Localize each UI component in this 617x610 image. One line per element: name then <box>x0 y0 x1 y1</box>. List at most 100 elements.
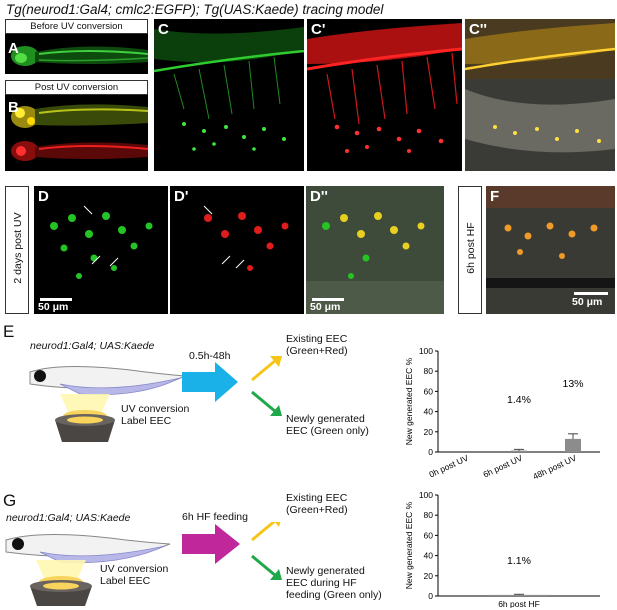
title-part1: Tg(neurod1:Gal4; cmlc2:EGFP) <box>6 2 196 17</box>
section-e-uv-line2: Label EEC <box>121 415 172 427</box>
scale-bar-d <box>40 298 72 301</box>
chart-g: New generated EEC % 0 20 40 60 80 100 1.1% 6h po… <box>404 490 600 608</box>
panel-a: A <box>5 34 148 74</box>
section-e-diagram <box>29 356 282 442</box>
panel-c-image <box>154 27 304 151</box>
chart-e-data-label-1: 1.4% <box>507 394 531 406</box>
scale-bar-f <box>574 292 608 295</box>
section-e-letter: E <box>3 322 15 341</box>
section-e-new-line2: EEC (Green only) <box>286 425 369 437</box>
panel-c2: C'' <box>465 19 615 171</box>
section-e-existing-line1: Existing EEC <box>286 333 348 345</box>
panel-d2: D'' 50 μm <box>306 186 444 314</box>
title-part2: Tg(UAS:Kaede) <box>203 2 299 17</box>
chart-e-ytick-label-5: 100 <box>419 346 433 356</box>
chart-g-ylabel: New generated EEC % <box>404 501 414 589</box>
panel-d-letter: D <box>38 188 49 205</box>
panel-a-image <box>11 46 148 66</box>
arrow-e <box>182 362 238 402</box>
section-g-uv-line1: UV conversion <box>100 563 169 575</box>
chart-e-xtick-label-1: 6h post UV <box>481 453 524 480</box>
chart-g-ytick-label-3: 60 <box>424 530 434 540</box>
section-e-new-line1: Newly generated <box>286 413 365 425</box>
section-e-time: 0.5h-48h <box>189 350 231 362</box>
panel-c2-image <box>465 19 615 153</box>
figure-title: Tg(neurod1:Gal4; cmlc2:EGFP); Tg(UAS:Kae… <box>6 2 383 17</box>
section-g-new-line1: Newly generated <box>286 565 365 577</box>
label-6h-post-hf: 6h post HF <box>458 186 482 314</box>
arrow-new-g <box>251 554 282 580</box>
chart-e-ytick-label-4: 80 <box>424 366 434 376</box>
chart-e-bar-2 <box>565 438 581 452</box>
panel-d2-image <box>306 212 444 314</box>
panel-d1: D' <box>170 186 304 314</box>
chart-e-ylabel: New generated EEC % <box>404 357 414 445</box>
section-e-model: neurod1:Gal4; UAS:Kaede <box>30 340 155 352</box>
section-e-uv-line1: UV conversion <box>121 403 190 415</box>
panel-d-image <box>50 205 153 279</box>
chart-e-bar-1 <box>511 450 527 452</box>
panel-c: C <box>154 19 304 171</box>
chart-g-ytick-label-4: 80 <box>424 510 434 520</box>
panel-c-letter: C <box>158 21 169 38</box>
uv-device-g <box>30 580 92 606</box>
chart-g-ytick-label-0: 0 <box>428 591 433 601</box>
caption-before-uv-text: Before UV conversion <box>30 21 123 32</box>
section-g-time: 6h HF feeding <box>182 511 248 523</box>
panel-a-letter: A <box>8 40 19 57</box>
chart-g-xtick-label-0: 6h post HF <box>498 599 540 608</box>
panel-d2-letter: D'' <box>310 188 328 205</box>
arrow-existing-e <box>251 356 282 382</box>
panel-b-image <box>11 104 148 161</box>
caption-post-uv: Post UV conversion <box>5 80 148 95</box>
section-g-new-line3: feeding (Green only) <box>286 589 382 601</box>
label-2-days-post-uv: 2 days post UV <box>5 186 29 314</box>
label-2-days-post-uv-text: 2 days post UV <box>12 212 24 284</box>
chart-g-data-label-0: 1.1% <box>507 555 531 567</box>
fish-g <box>5 533 171 564</box>
panel-f: F 50 μm <box>486 186 615 314</box>
section-g-existing-line2: (Green+Red) <box>286 504 348 516</box>
chart-g-ytick-label-5: 100 <box>419 490 433 500</box>
caption-before-uv: Before UV conversion <box>5 19 148 34</box>
uv-device-e <box>55 414 115 442</box>
panel-c1-letter: C' <box>311 21 326 38</box>
panel-b: B <box>5 95 148 171</box>
scale-bar-d2 <box>312 298 344 301</box>
scale-text-f: 50 μm <box>572 296 603 308</box>
chart-e-data-label-2: 13% <box>562 378 583 390</box>
label-6h-post-hf-text: 6h post HF <box>465 222 477 274</box>
chart-e-ytick-label-1: 20 <box>424 427 434 437</box>
fish-e <box>29 365 187 396</box>
section-e-existing: Existing EEC (Green+Red) <box>286 333 348 357</box>
section-g-model: neurod1:Gal4; UAS:Kaede <box>6 512 131 524</box>
section-g-existing: Existing EEC (Green+Red) <box>286 492 348 516</box>
section-g-uv-label: UV conversion Label EEC <box>100 563 168 587</box>
panel-f-image <box>486 186 615 288</box>
chart-g-ytick-label-1: 20 <box>424 571 434 581</box>
section-e-new: Newly generated EEC (Green only) <box>286 413 369 437</box>
chart-e-xtick-label-0: 0h post UV <box>427 453 470 480</box>
arrow-g <box>182 524 240 564</box>
panel-b-letter: B <box>8 99 19 116</box>
chart-g-ytick-label-2: 40 <box>424 551 434 561</box>
panel-d: D 50 μm <box>34 186 168 314</box>
arrow-existing-g <box>251 522 281 542</box>
chart-e-xtick-label-2: 48h post UV <box>531 453 578 480</box>
section-g-new-line2: EEC during HF <box>286 577 357 589</box>
panel-c1: C' <box>307 19 462 171</box>
section-g-existing-line1: Existing EEC <box>286 492 348 504</box>
chart-e-ytick-label-2: 40 <box>424 407 434 417</box>
panel-d1-image <box>203 205 289 271</box>
title-part3: tracing model <box>298 2 384 17</box>
chart-e-ytick-label-0: 0 <box>428 447 433 457</box>
section-g-diagram <box>5 522 282 606</box>
section-g-letter: G <box>3 491 17 510</box>
scale-text-d2: 50 μm <box>310 301 341 313</box>
panel-c1-image <box>307 23 462 153</box>
chart-g-bar-0 <box>489 594 549 596</box>
section-e-uv-label: UV conversion Label EEC <box>121 403 189 427</box>
section-g-new: Newly generated EEC during HF feeding (G… <box>286 565 382 601</box>
panel-d1-letter: D' <box>174 188 189 205</box>
caption-post-uv-text: Post UV conversion <box>34 82 119 93</box>
